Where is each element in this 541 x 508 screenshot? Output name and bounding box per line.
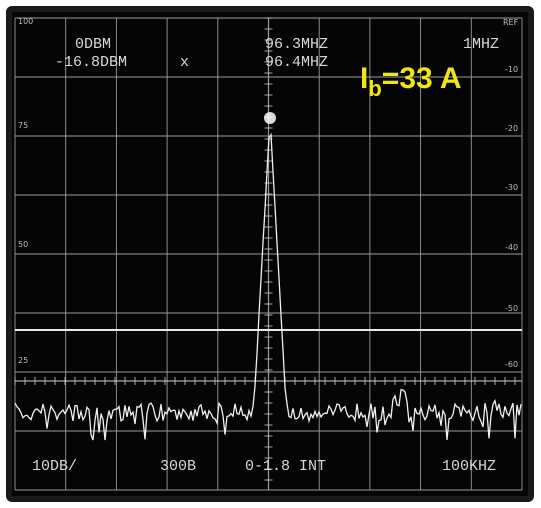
span: 1MHZ xyxy=(463,36,499,53)
peak-glow xyxy=(264,112,276,124)
screen-photo: 100 75 50 25 REF -10 -20 -30 -40 -50 -60… xyxy=(0,0,541,508)
center-frequency: 96.3MHZ xyxy=(265,36,328,53)
scale-label: -20 xyxy=(505,124,518,133)
scale-label: -40 xyxy=(505,243,518,252)
reference-level: 0DBM xyxy=(75,36,111,53)
annotation-symbol: I xyxy=(360,62,368,95)
page: {"screen": { "scale_left": ["100", "75",… xyxy=(0,0,541,508)
scale-setting: 10DB/ xyxy=(32,458,77,475)
annotation-subscript: b xyxy=(368,76,381,101)
ref-label: REF xyxy=(503,18,519,27)
resolution: 100KHZ xyxy=(442,458,496,475)
scale-label: 25 xyxy=(18,356,28,365)
bandwidth: 300B xyxy=(160,458,196,475)
scale-label: -10 xyxy=(505,65,518,74)
marker-symbol: x xyxy=(180,54,189,71)
sweep-setting: 0-1.8 INT xyxy=(245,458,326,475)
scale-label: 75 xyxy=(18,121,28,130)
scale-label: -60 xyxy=(505,360,518,369)
marker-level: -16.8DBM xyxy=(55,54,127,71)
scale-label: 100 xyxy=(18,17,33,26)
scale-label: 50 xyxy=(18,240,28,249)
scale-label: -50 xyxy=(505,304,518,313)
annotation-text: =33 A xyxy=(382,62,462,95)
scale-label: -30 xyxy=(505,183,518,192)
marker-frequency: 96.4MHZ xyxy=(265,54,328,71)
